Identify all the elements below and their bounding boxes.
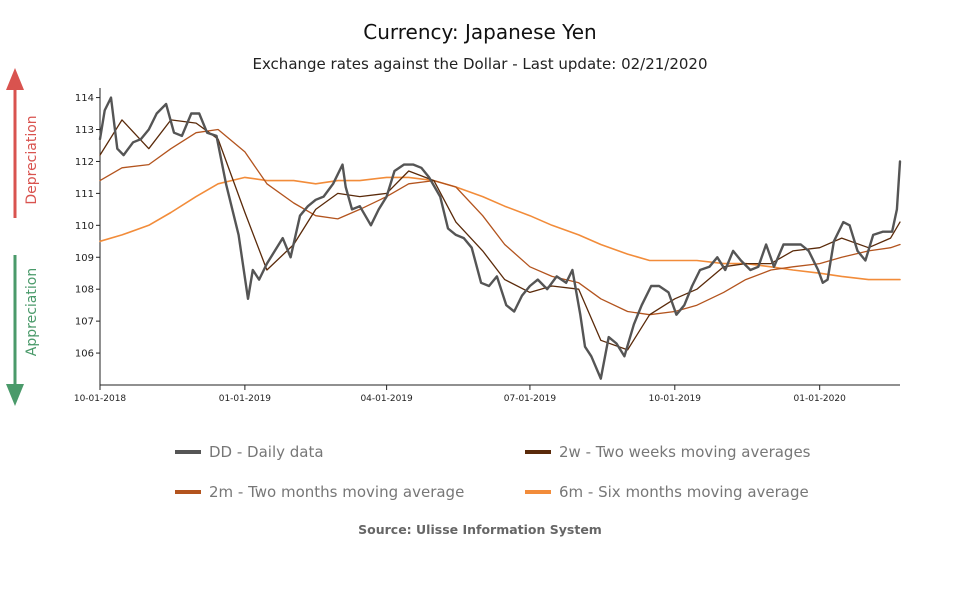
legend-label: 2w - Two weeks moving averages: [559, 443, 811, 461]
legend-label: 2m - Two months moving average: [209, 483, 465, 501]
legend-item-daily: DD - Daily data: [175, 443, 324, 461]
chart-title: Currency: Japanese Yen: [363, 20, 597, 44]
y-tick-label: 112: [75, 157, 94, 168]
x-tick-label: 04-01-2019: [360, 394, 413, 404]
appreciation-label: Appreciation: [24, 268, 40, 356]
series-layer: [98, 96, 902, 380]
y-tick-label: 109: [75, 253, 94, 264]
legend-swatch: [525, 450, 551, 454]
depreciation-label: Depreciation: [24, 115, 40, 204]
y-tick-label: 111: [75, 189, 94, 200]
x-tick-label: 10-01-2019: [649, 394, 702, 404]
y-tick-label: 110: [75, 221, 94, 232]
chart-subtitle: Exchange rates against the Dollar - Last…: [252, 55, 708, 73]
legend-swatch: [525, 490, 551, 494]
y-tick-label: 107: [75, 317, 94, 328]
x-tick-label: 10-01-2018: [74, 394, 127, 404]
legend-swatch: [175, 450, 201, 454]
legend-item-6m: 6m - Six months moving average: [525, 483, 809, 501]
legend-item-2w: 2w - Two weeks moving averages: [525, 443, 811, 461]
source-note: Source: Ulisse Information System: [358, 522, 602, 537]
y-tick-label: 106: [75, 349, 94, 360]
x-tick-label: 01-01-2019: [219, 394, 272, 404]
y-tick-label: 108: [75, 285, 94, 296]
y-tick-label: 113: [75, 125, 94, 136]
series-line-2m: [99, 128, 901, 316]
series-line-daily: [98, 96, 902, 380]
x-tick-label: 01-01-2020: [794, 394, 847, 404]
x-tick-label: 07-01-2019: [504, 394, 557, 404]
axes: 106 107 108 109 110 111 112 113 114 10-01-2018 01-…: [74, 88, 900, 404]
legend-swatch: [175, 490, 201, 494]
legend-item-2m: 2m - Two months moving average: [175, 483, 464, 501]
legend-label: DD - Daily data: [209, 443, 324, 461]
depreciation-arrow: [6, 68, 24, 218]
y-tick-label: 114: [75, 93, 94, 104]
series-line-6m: [99, 176, 901, 281]
legend-label: 6m - Six months moving average: [559, 483, 809, 501]
appreciation-arrow: [6, 255, 24, 406]
